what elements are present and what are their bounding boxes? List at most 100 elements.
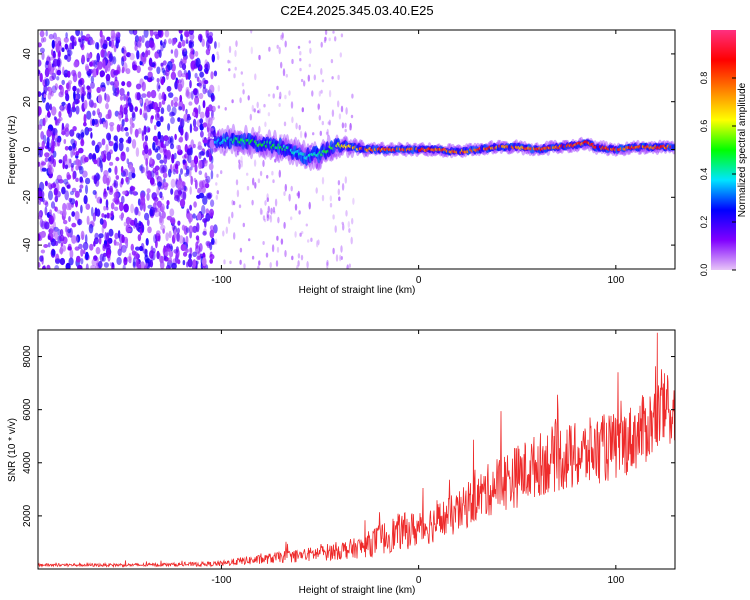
- noise-cell: [60, 85, 64, 96]
- noise-cell: [269, 214, 273, 223]
- noise-cell: [85, 184, 88, 195]
- noise-cell: [39, 218, 44, 228]
- noise-cell: [128, 30, 135, 35]
- noise-cell: [156, 181, 163, 187]
- noise-cell: [158, 85, 161, 90]
- noise-cell: [78, 147, 84, 154]
- noise-cell: [187, 154, 192, 164]
- noise-cell: [132, 64, 138, 71]
- noise-cell: [96, 86, 101, 94]
- noise-cell: [202, 139, 208, 144]
- noise-cell: [313, 74, 316, 81]
- noise-cell: [63, 178, 69, 185]
- noise-cell: [192, 259, 197, 268]
- noise-cell: [135, 246, 140, 251]
- noise-cell: [154, 200, 158, 206]
- noise-cell: [100, 49, 105, 58]
- colorbar-tick-label: 0.2: [699, 216, 709, 229]
- noise-cell: [266, 214, 269, 222]
- noise-cell: [78, 188, 82, 193]
- noise-cell: [38, 198, 42, 205]
- noise-cell: [95, 246, 101, 255]
- noise-cell: [105, 93, 110, 103]
- noise-cell: [205, 213, 211, 222]
- noise-cell: [185, 36, 189, 44]
- noise-cell: [59, 257, 66, 266]
- noise-cell: [42, 117, 46, 127]
- noise-cell: [39, 255, 44, 262]
- noise-cell: [128, 252, 132, 261]
- noise-cell: [284, 183, 287, 192]
- noise-cell: [351, 93, 354, 99]
- noise-cell: [170, 49, 174, 54]
- noise-cell: [210, 71, 214, 80]
- noise-cell: [284, 250, 287, 258]
- noise-cell: [270, 207, 273, 215]
- noise-cell: [179, 94, 183, 103]
- noise-cell: [82, 90, 87, 96]
- noise-cell: [38, 212, 42, 218]
- noise-cell: [121, 56, 125, 67]
- noise-cell: [196, 255, 201, 261]
- noise-cell: [123, 93, 127, 102]
- noise-cell: [109, 125, 114, 132]
- noise-cell: [50, 183, 57, 189]
- noise-cell: [99, 218, 104, 225]
- noise-cell: [176, 227, 180, 234]
- spectrogram-panel: -100 0 100 -40 -20 0 20 40 Height of straight …: [7, 29, 676, 296]
- noise-cell: [321, 176, 325, 185]
- noise-cell: [259, 207, 263, 215]
- noise-cell: [48, 61, 52, 69]
- noise-cell: [340, 105, 344, 113]
- noise-cell: [290, 185, 293, 192]
- noise-cell: [326, 259, 329, 266]
- noise-cell: [149, 40, 155, 48]
- noise-cell: [242, 89, 245, 95]
- noise-cell: [185, 235, 189, 245]
- noise-cell: [257, 178, 261, 184]
- noise-cell: [161, 99, 166, 105]
- noise-cell: [114, 241, 120, 246]
- noise-cell: [75, 200, 78, 208]
- noise-cell: [229, 260, 232, 265]
- noise-cell: [99, 30, 103, 38]
- noise-cell: [288, 193, 291, 202]
- noise-cell: [344, 122, 347, 128]
- noise-cell: [157, 30, 162, 38]
- noise-cell: [159, 159, 164, 164]
- noise-cell: [332, 247, 335, 255]
- noise-cell: [211, 237, 215, 245]
- noise-cell: [117, 230, 121, 239]
- noise-cell: [259, 170, 263, 177]
- noise-cell: [193, 126, 199, 132]
- noise-cell: [159, 215, 163, 224]
- snr-line: [38, 332, 675, 568]
- noise-cell: [92, 68, 98, 78]
- noise-cell: [61, 79, 65, 86]
- noise-cell: [197, 187, 202, 194]
- noise-cell: [337, 74, 340, 80]
- noise-cell: [82, 170, 88, 178]
- noise-cell: [78, 166, 82, 171]
- noise-cell: [257, 265, 260, 269]
- noise-cell: [291, 116, 294, 124]
- snr-panel: -100 0 100 2000 4000 6000 8000 Height of stra…: [7, 329, 676, 596]
- noise-cell: [153, 234, 158, 244]
- noise-cell: [108, 53, 113, 62]
- noise-cell: [249, 113, 252, 121]
- noise-cell: [175, 169, 179, 175]
- colorbar-tick-label: 0.4: [699, 168, 709, 181]
- noise-cell: [88, 152, 93, 160]
- noise-cell: [166, 104, 171, 112]
- noise-cell: [47, 147, 51, 152]
- noise-cell: [89, 61, 93, 67]
- noise-cell: [72, 149, 76, 156]
- noise-cell: [101, 225, 105, 234]
- noise-cell: [47, 242, 51, 248]
- noise-cell: [146, 91, 152, 98]
- noise-cell: [170, 178, 176, 188]
- noise-cell: [162, 228, 165, 234]
- noise-cell: [112, 56, 117, 65]
- noise-cell: [98, 236, 102, 245]
- noise-cell: [282, 68, 286, 77]
